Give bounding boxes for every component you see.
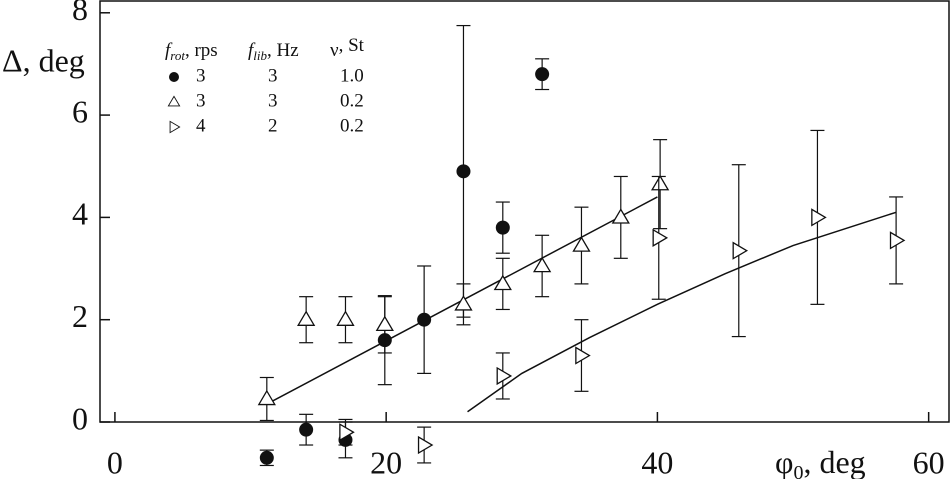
- x-tick-label: 40: [641, 444, 673, 479]
- legend-text: 3: [268, 90, 278, 111]
- point: [611, 208, 630, 224]
- y-tick-label: 4: [72, 196, 88, 232]
- x-tick-label: 60: [913, 444, 945, 479]
- legend-text: 3: [268, 65, 278, 86]
- point: [257, 389, 276, 406]
- x-label-sub: 0: [793, 462, 803, 479]
- point: [456, 164, 471, 179]
- point: [495, 220, 510, 235]
- point: [259, 450, 274, 465]
- point: [493, 274, 512, 291]
- y-tick-label: 2: [72, 298, 88, 334]
- point: [575, 346, 591, 365]
- point: [336, 310, 355, 326]
- legend-text: 0.2: [340, 115, 364, 136]
- legend-text: 0.2: [340, 90, 364, 111]
- legend-header-symbol: ν: [330, 40, 339, 61]
- legend-text: 1.0: [340, 65, 364, 86]
- y-tick-label: 0: [72, 400, 88, 436]
- x-label-rest: , deg: [803, 444, 865, 479]
- x-label-symbol: φ: [775, 444, 793, 479]
- point: [299, 422, 314, 437]
- point: [496, 366, 513, 386]
- point: [652, 228, 669, 247]
- legend-header-symbol: f: [248, 40, 256, 61]
- y-tick-label: 6: [72, 93, 88, 129]
- legend-text: 4: [196, 115, 206, 136]
- legend-text: 3: [196, 90, 206, 111]
- legend-text: 2: [268, 115, 278, 136]
- point: [454, 295, 473, 311]
- x-tick-label: 20: [370, 444, 402, 479]
- x-axis-label: φ0, deg: [775, 444, 866, 479]
- legend-header: flib, Hz: [248, 40, 299, 63]
- legend-text: 3: [196, 65, 206, 86]
- y-tick-label: 8: [72, 0, 88, 27]
- point: [650, 174, 670, 191]
- point: [532, 256, 552, 273]
- point: [417, 435, 434, 455]
- point: [889, 231, 906, 250]
- plot-frame: [99, 0, 950, 423]
- legend-header-rest: , rps: [185, 40, 218, 61]
- point: [297, 310, 316, 326]
- fit-line: [467, 211, 897, 413]
- point: [375, 315, 394, 332]
- legend-marker: [169, 72, 179, 82]
- legend-header-rest: , Hz: [267, 40, 299, 61]
- y-axis-label: Δ, deg: [2, 42, 85, 78]
- point: [339, 423, 355, 442]
- legend-header-symbol: f: [165, 40, 173, 61]
- legend-header-rest: , St: [339, 35, 365, 56]
- legend-header: frot, rps: [165, 40, 218, 63]
- point: [417, 312, 432, 327]
- point: [732, 241, 749, 260]
- x-tick-label: 0: [107, 444, 123, 479]
- point: [572, 236, 591, 252]
- point: [811, 208, 827, 227]
- legend-marker: [169, 120, 181, 134]
- legend-header-sub: rot: [170, 48, 185, 63]
- point: [535, 67, 550, 82]
- legend-header-sub: lib: [253, 48, 267, 63]
- legend-header: ν, St: [330, 35, 365, 61]
- legend-marker: [167, 95, 181, 107]
